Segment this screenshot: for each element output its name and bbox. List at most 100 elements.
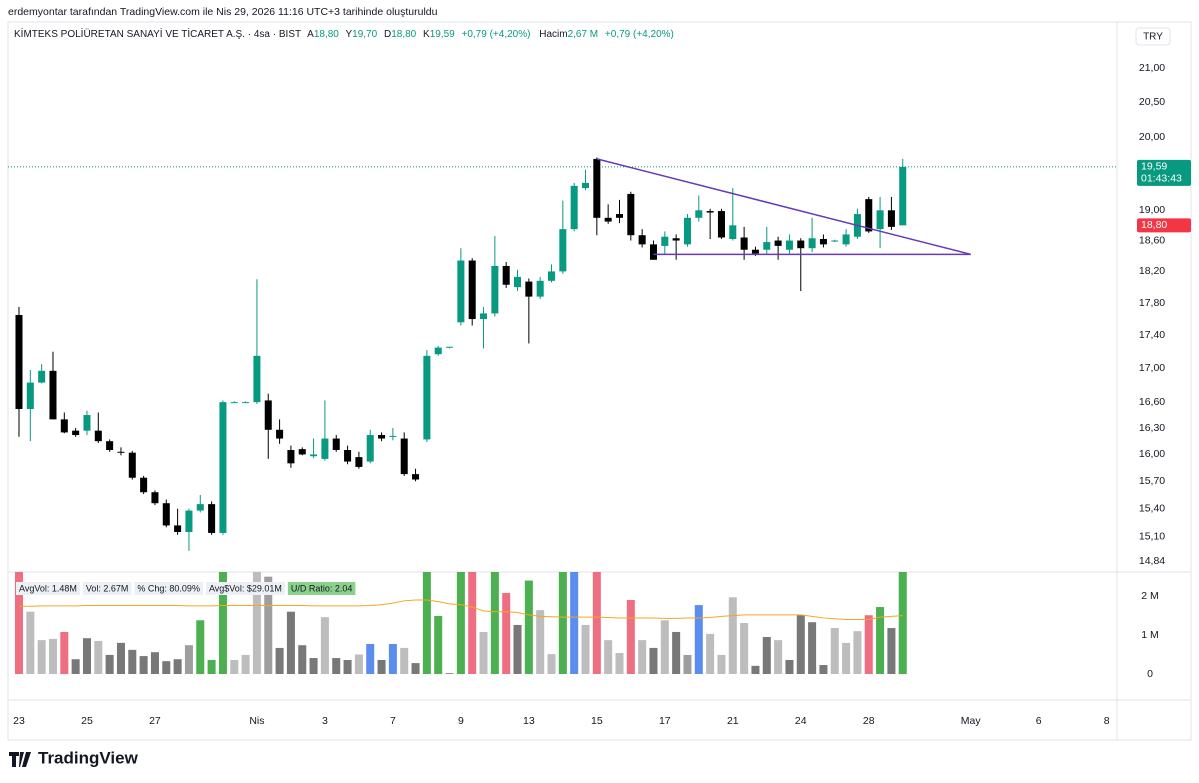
stat-box: [205, 582, 285, 595]
stat-box: [82, 582, 132, 595]
candle-body: [695, 210, 703, 218]
volume-bar: [48, 638, 57, 674]
y-tick-label: 14,84: [1139, 555, 1165, 567]
volume-bar: [275, 647, 284, 674]
volume-bar: [286, 611, 295, 674]
legend-change: +0,79 (+4,20%): [605, 29, 674, 40]
candle-body: [831, 240, 839, 242]
candle-body: [378, 435, 386, 439]
candle-body: [38, 370, 46, 383]
volume-bar: [864, 615, 873, 674]
volume-bar: [536, 610, 545, 674]
candle-body: [502, 265, 510, 285]
volume-bar: [672, 631, 681, 674]
candle-body: [819, 239, 827, 245]
trendline: [596, 158, 971, 256]
volume-bar: [853, 631, 862, 674]
volume-bar: [26, 611, 35, 674]
volume-bar: [547, 654, 556, 674]
volume-bar: [808, 622, 817, 674]
volume-tick-label: 0: [1147, 668, 1153, 680]
volume-bar: [422, 572, 431, 674]
candle-body: [559, 229, 567, 272]
volume-bar: [683, 654, 692, 674]
candle-body: [264, 400, 272, 430]
y-tick-label: 17,80: [1139, 297, 1165, 309]
brand: TradingView: [38, 748, 139, 767]
x-tick-label: 13: [523, 715, 535, 727]
candle-body: [106, 441, 114, 451]
volume-bar: [558, 572, 567, 674]
volume-bar: [150, 652, 159, 674]
volume-bar: [264, 576, 273, 674]
candle-body: [174, 525, 182, 532]
volume-bar: [615, 652, 624, 674]
y-tick-label: 16,60: [1139, 396, 1165, 408]
candle-body: [785, 240, 793, 250]
candle-body: [151, 492, 159, 504]
legend-change: +0,79 (+4,20%): [462, 29, 531, 40]
x-tick-label: 7: [390, 715, 396, 727]
x-tick-label: 6: [1036, 715, 1042, 727]
volume-bar: [139, 656, 148, 674]
candle-body: [26, 382, 34, 410]
x-tick-label: 3: [322, 715, 328, 727]
candle-body: [887, 210, 895, 227]
candle-body: [140, 477, 148, 493]
candle-body: [185, 510, 193, 532]
volume-bar: [513, 624, 522, 674]
volume-bar: [660, 620, 669, 674]
currency-box[interactable]: [1135, 27, 1171, 46]
volume-bar: [728, 597, 737, 674]
y-tick-label: 17,00: [1139, 362, 1165, 374]
candle-body: [366, 435, 374, 462]
candle-body: [117, 451, 125, 453]
candle-body: [49, 370, 57, 420]
legend-key: K: [423, 29, 430, 40]
candle-body: [672, 238, 680, 241]
legend-key: D: [384, 29, 391, 40]
candle-body: [899, 166, 907, 226]
y-tick-label: 16,00: [1139, 448, 1165, 460]
candle-body: [344, 450, 352, 462]
x-tick-label: 15: [591, 715, 603, 727]
y-tick-label: 21,00: [1139, 62, 1165, 74]
y-tick-label: 18,60: [1139, 234, 1165, 246]
volume-bar: [184, 645, 193, 674]
volume-bar: [774, 640, 783, 674]
legend: KİMTEKS POLİÜRETAN SANAYİ VE TİCARET A.Ş…: [14, 27, 674, 40]
price-tag: [1137, 159, 1191, 186]
candle-body: [604, 217, 612, 222]
volume-bar: [377, 659, 386, 674]
volume-bar: [94, 640, 103, 674]
stat-label: Vol: 2.67M: [86, 583, 129, 593]
volume-bar: [173, 659, 182, 674]
candle-body: [683, 217, 691, 245]
y-tick-label: 20,50: [1139, 96, 1165, 108]
candle-body: [230, 402, 238, 404]
y-tick-label: 15,70: [1139, 475, 1165, 487]
candle-body: [196, 504, 204, 511]
volume-bar: [785, 659, 794, 674]
legend-value: 18,80: [391, 29, 416, 40]
frame: [7, 21, 1192, 741]
symbol: KİMTEKS POLİÜRETAN SANAYİ VE TİCARET A.Ş…: [14, 27, 301, 40]
candle-body: [423, 355, 431, 440]
candle-body: [389, 435, 397, 437]
candle-body: [310, 454, 318, 457]
volume-bar: [298, 645, 307, 674]
candle-body: [740, 237, 748, 250]
candle-body: [276, 429, 284, 439]
stat-label: Avg$Vol: $29.01M: [209, 583, 282, 593]
legend-key: Hacim: [539, 29, 567, 40]
volume-bar: [694, 605, 703, 674]
volume-bar: [366, 644, 375, 674]
volume-bar: [898, 572, 907, 674]
volume-bar: [128, 649, 137, 674]
volume-bar: [400, 647, 409, 674]
x-tick-label: May: [961, 715, 982, 727]
candle-body: [287, 450, 295, 464]
stat-box: [287, 582, 356, 595]
volume-bar: [570, 572, 579, 674]
volume-bar: [14, 572, 24, 674]
